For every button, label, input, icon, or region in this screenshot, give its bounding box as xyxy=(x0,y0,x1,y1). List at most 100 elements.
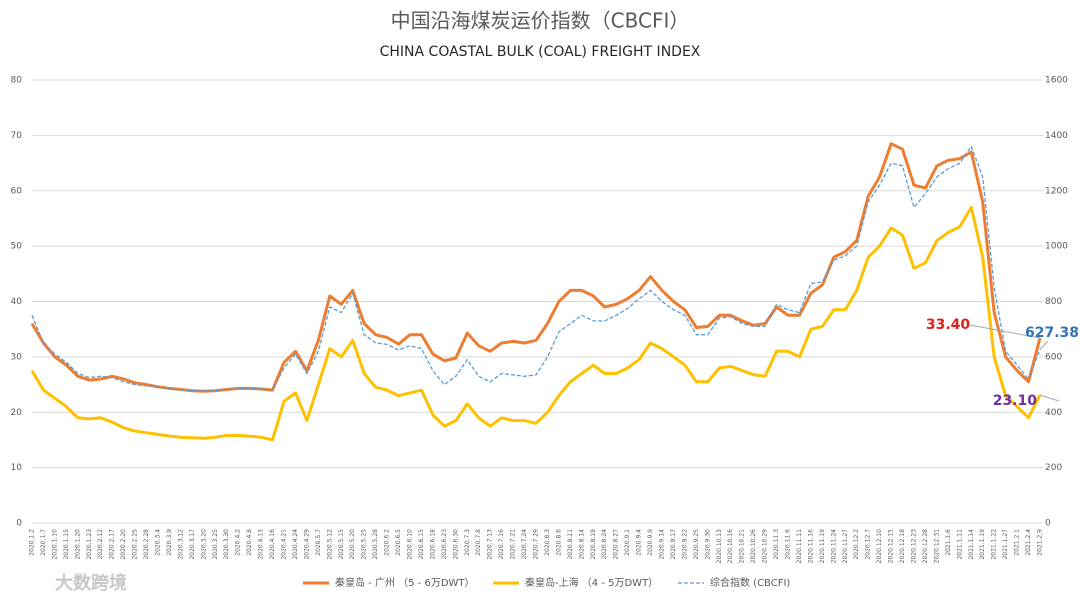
x-tick-label: 2020.7.13 xyxy=(487,529,494,560)
x-tick-label: 2020.8.11 xyxy=(567,529,574,560)
x-tick-label: 2020.11.27 xyxy=(842,529,849,564)
data-label: 33.40 xyxy=(926,317,971,333)
x-tick-label: 2020.8.14 xyxy=(578,529,585,560)
series-line xyxy=(31,145,1041,392)
x-tick-label: 2020.10.16 xyxy=(727,529,734,564)
x-tick-label: 2020.2.17 xyxy=(109,529,116,560)
leader-line xyxy=(1039,394,1060,402)
y2-tick-label: 800 xyxy=(1045,297,1062,307)
x-tick-label: 2020.2.20 xyxy=(120,529,127,560)
x-tick-label: 2020.12.31 xyxy=(933,529,940,564)
x-tick-label: 2020.2.12 xyxy=(97,529,104,560)
x-tick-label: 2020.11.6 xyxy=(785,529,792,560)
x-tick-label: 2020.8.6 xyxy=(555,529,562,556)
x-tick-label: 2020.1.2 xyxy=(29,529,36,556)
x-tick-label: 2020.11.19 xyxy=(819,529,826,564)
series-line xyxy=(30,142,1042,393)
x-tick-label: 2020.10.13 xyxy=(716,529,723,564)
x-tick-label: 2020.3.30 xyxy=(223,529,230,560)
x-tick-label: 2020.8.27 xyxy=(613,529,620,560)
x-tick-label: 2020.12.28 xyxy=(922,529,929,564)
x-tick-label: 2020.4.29 xyxy=(303,529,310,560)
legend-label: 综合指数 (CBCFI) xyxy=(710,576,790,589)
x-tick-label: 2020.8.3 xyxy=(544,529,551,556)
x-tick-label: 2020.6.5 xyxy=(395,529,402,556)
x-tick-label: 2020.5.12 xyxy=(326,529,333,560)
x-tick-label: 2020.4.16 xyxy=(269,529,276,560)
series-line xyxy=(30,205,1042,442)
x-tick-label: 2020.5.20 xyxy=(349,529,356,560)
x-tick-label: 2020.7.16 xyxy=(498,529,505,560)
x-tick-label: 2020.1.15 xyxy=(63,529,70,560)
y-tick-label: 30 xyxy=(11,352,23,362)
x-tick-label: 2020.4.2 xyxy=(235,529,242,556)
x-tick-label: 2020.9.30 xyxy=(704,529,711,560)
x-tick-label: 2020.6.2 xyxy=(384,529,391,556)
x-tick-label: 2020.2.25 xyxy=(132,529,139,560)
x-tick-label: 2021.2.9 xyxy=(1037,529,1044,556)
x-tick-label: 2020.3.12 xyxy=(177,529,184,560)
x-tick-label: 2020.10.29 xyxy=(762,529,769,564)
x-tick-label: 2020.7.24 xyxy=(521,529,528,560)
legend-label: 秦皇岛 - 广州 （5 - 6万DWT） xyxy=(335,576,475,589)
leader-line xyxy=(969,324,1041,339)
x-tick-label: 2020.3.4 xyxy=(155,529,162,556)
x-tick-label: 2020.4.24 xyxy=(292,529,299,560)
x-tick-label: 2020.5.25 xyxy=(361,529,368,560)
x-tick-label: 2020.6.10 xyxy=(407,529,414,560)
x-tick-label: 2020.12.2 xyxy=(853,529,860,560)
x-tick-label: 2021.2.4 xyxy=(1025,529,1032,556)
x-tick-label: 2020.4.8 xyxy=(246,529,253,556)
y-tick-label: 70 xyxy=(11,131,23,141)
x-tick-label: 2020.8.19 xyxy=(590,529,597,560)
x-tick-label: 2020.9.22 xyxy=(681,529,688,560)
x-tick-label: 2021.1.27 xyxy=(1002,529,1009,560)
x-tick-label: 2020.3.25 xyxy=(212,529,219,560)
y-tick-label: 80 xyxy=(11,76,23,86)
y2-tick-label: 1400 xyxy=(1045,131,1068,141)
x-tick-label: 2020.11.3 xyxy=(773,529,780,560)
x-tick-label: 2021.2.1 xyxy=(1014,529,1021,556)
watermark: 大数跨境 xyxy=(55,572,127,594)
y-tick-label: 20 xyxy=(11,408,23,418)
x-tick-label: 2020.9.9 xyxy=(647,529,654,556)
x-tick-label: 2020.11.24 xyxy=(830,529,837,564)
y2-tick-label: 200 xyxy=(1045,463,1062,473)
x-tick-label: 2020.3.20 xyxy=(200,529,207,560)
chart-subtitle: CHINA COASTAL BULK (COAL) FREIGHT INDEX xyxy=(380,44,701,60)
x-tick-label: 2020.6.23 xyxy=(441,529,448,560)
chart-title: 中国沿海煤炭运价指数（CBCFI） xyxy=(391,9,690,33)
y-tick-label: 0 xyxy=(16,519,22,529)
x-tick-label: 2020.12.23 xyxy=(911,529,918,564)
x-tick-label: 2020.6.18 xyxy=(429,529,436,560)
data-label: 627.38 xyxy=(1025,325,1079,341)
x-tick-label: 2020.7.21 xyxy=(510,529,517,560)
x-tick-label: 2021.1.19 xyxy=(979,529,986,560)
y2-tick-label: 600 xyxy=(1045,352,1062,362)
x-tick-label: 2020.1.23 xyxy=(86,529,93,560)
x-tick-label: 2020.9.14 xyxy=(659,529,666,560)
y-tick-label: 10 xyxy=(11,463,23,473)
x-tick-label: 2020.11.11 xyxy=(796,529,803,564)
data-label: 23.10 xyxy=(993,393,1038,409)
x-tick-label: 2020.9.25 xyxy=(693,529,700,560)
x-tick-label: 2020.12.10 xyxy=(876,529,883,564)
x-tick-label: 2020.8.24 xyxy=(601,529,608,560)
x-tick-label: 2020.1.7 xyxy=(40,529,47,556)
x-tick-label: 2020.6.30 xyxy=(452,529,459,560)
x-tick-label: 2020.3.17 xyxy=(189,529,196,560)
legend-label: 秦皇岛-上海 （4 - 5万DWT） xyxy=(525,576,658,589)
x-tick-label: 2021.1.11 xyxy=(956,529,963,560)
y-tick-label: 50 xyxy=(11,242,23,252)
x-tick-label: 2020.11.16 xyxy=(807,529,814,564)
x-tick-label: 2020.1.20 xyxy=(74,529,81,560)
x-tick-label: 2020.10.21 xyxy=(739,529,746,564)
y2-tick-label: 1200 xyxy=(1045,186,1068,196)
y2-tick-label: 0 xyxy=(1045,519,1051,529)
x-tick-label: 2020.9.4 xyxy=(636,529,643,556)
x-tick-label: 2020.9.1 xyxy=(624,529,631,556)
y2-tick-label: 400 xyxy=(1045,408,1062,418)
x-tick-label: 2020.2.28 xyxy=(143,529,150,560)
x-tick-label: 2020.12.15 xyxy=(888,529,895,564)
